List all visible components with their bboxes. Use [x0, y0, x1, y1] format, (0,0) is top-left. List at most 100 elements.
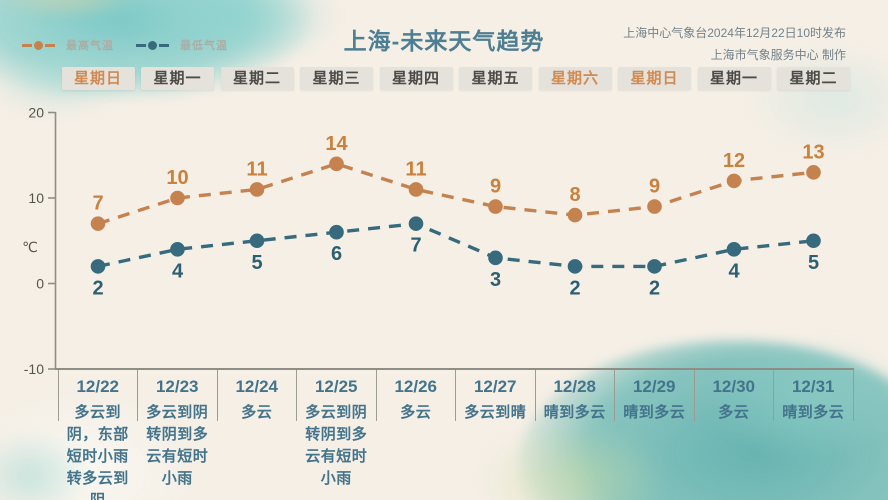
- high-temp-point: [567, 207, 583, 223]
- weather-text: 多云到阴，东部短时小雨转多云到阴: [66, 404, 129, 500]
- legend-label: 最低气温: [180, 40, 228, 52]
- high-temp-point: [170, 190, 185, 206]
- high-temp-point: [249, 182, 265, 197]
- high-temp-point: [408, 182, 424, 197]
- table-column-divider: [296, 370, 297, 421]
- weekday-cell: 星期一: [141, 67, 214, 90]
- high-temp-value-label: 12: [723, 150, 745, 172]
- high-temp-point: [90, 216, 106, 231]
- low-temp-value-label: 6: [331, 243, 342, 265]
- table-column-divider: [375, 370, 377, 421]
- table-column-divider: [852, 370, 854, 421]
- table-cell: 12/28 晴到多云: [534, 370, 615, 500]
- table-column-divider: [693, 370, 695, 421]
- watercolor-tint-top-edge: [0, 0, 140, 16]
- low-temp-value-label: 4: [728, 260, 740, 282]
- table-column-divider: [455, 370, 456, 421]
- weather-text: 晴到多云: [782, 404, 845, 421]
- date-label: 12/27: [473, 377, 517, 396]
- legend-item-0: 最高气温: [22, 37, 114, 53]
- table-cell: 12/25 多云到阴转阴到多云有短时小雨: [296, 370, 377, 500]
- low-temp-point: [726, 242, 742, 257]
- low-temp-point: [170, 242, 185, 257]
- source-info: 上海中心气象台2024年12月22日10时发布 上海市气象服务中心 制作: [623, 22, 846, 66]
- weekday-cell: 星期三: [300, 67, 373, 90]
- table-column-divider: [137, 370, 138, 421]
- weekday-cell: 星期四: [379, 67, 453, 90]
- high-temp-line: [97, 162, 814, 226]
- table-cell: 12/23 多云到阴转阴到多云有短时小雨: [137, 370, 218, 500]
- date-label: 12/29: [632, 377, 676, 396]
- source-line-1: 上海中心气象台2024年12月22日10时发布: [623, 26, 846, 40]
- high-temp-value-label: 13: [802, 141, 824, 163]
- weather-text: 晴到多云: [543, 404, 606, 421]
- high-temp-point: [647, 199, 662, 214]
- date-label: 12/22: [76, 377, 120, 396]
- date-label: 12/31: [791, 377, 835, 396]
- weekday-cell: 星期一: [697, 67, 771, 90]
- weather-text: 多云: [400, 404, 432, 421]
- table-column-divider: [534, 370, 536, 421]
- date-label: 12/24: [235, 377, 279, 396]
- high-temp-value-label: 7: [92, 193, 103, 215]
- low-temp-value-label: 2: [569, 277, 580, 299]
- date-label: 12/28: [553, 377, 597, 396]
- legend-item-1: 最低气温: [136, 37, 228, 53]
- y-tick-label: 20: [28, 105, 44, 121]
- table-column-divider: [614, 370, 615, 421]
- low-temp-value-label: 4: [172, 260, 184, 282]
- y-axis-unit-label: ℃: [22, 239, 38, 255]
- weather-text: 多云: [241, 404, 273, 421]
- low-temp-point: [647, 259, 662, 274]
- weather-text: 多云到阴转阴到多云有短时小雨: [305, 404, 368, 487]
- weekday-cell: 星期日: [61, 67, 135, 90]
- table-column-divider: [57, 370, 59, 421]
- low-temp-point: [488, 250, 503, 266]
- low-temp-point: [408, 216, 424, 231]
- legend-marker-icon: [136, 40, 169, 50]
- low-temp-point: [329, 224, 344, 240]
- weekday-cell: 星期二: [220, 67, 294, 90]
- table-column-divider: [216, 370, 218, 421]
- high-temp-point: [329, 156, 344, 172]
- weather-text: 多云到阴转阴到多云有短时小雨: [146, 404, 209, 487]
- weekday-cell: 星期日: [618, 67, 691, 90]
- chart-legend: 最高气温 最低气温: [22, 37, 228, 53]
- weekday-cell: 星期五: [459, 67, 532, 90]
- table-cell: 12/27 多云到晴: [455, 370, 536, 500]
- legend-marker-icon: [22, 40, 55, 50]
- weather-text: 多云到晴: [464, 404, 527, 421]
- y-tick-label: -10: [24, 361, 44, 377]
- weather-text: 晴到多云: [623, 404, 686, 421]
- weather-text: 多云: [718, 404, 750, 421]
- high-temp-value-label: 14: [325, 133, 348, 155]
- date-label: 12/30: [712, 377, 756, 396]
- source-line-2: 上海市气象服务中心 制作: [710, 48, 846, 63]
- low-temp-value-label: 5: [808, 252, 819, 274]
- high-temp-point: [726, 173, 742, 189]
- table-cell: 12/24 多云: [216, 370, 297, 500]
- y-tick-label: 0: [36, 276, 44, 292]
- table-cell: 12/26 多云: [375, 370, 456, 500]
- high-temp-value-label: 9: [490, 176, 501, 198]
- low-temp-value-label: 3: [490, 269, 501, 291]
- high-temp-value-label: 9: [649, 176, 660, 198]
- table-cell: 12/29 晴到多云: [614, 370, 695, 500]
- date-label: 12/23: [155, 377, 199, 396]
- low-temp-value-label: 7: [410, 235, 421, 257]
- high-temp-value-label: 11: [246, 158, 267, 180]
- high-temp-value-label: 11: [405, 158, 426, 180]
- high-temp-point: [488, 199, 503, 214]
- weekday-cell: 星期六: [538, 67, 612, 90]
- table-cell: 12/30 多云: [693, 370, 774, 500]
- weekday-cell: 星期二: [777, 67, 850, 90]
- low-temp-value-label: 2: [92, 277, 103, 299]
- high-temp-value-label: 8: [569, 184, 580, 206]
- table-column-divider: [773, 370, 774, 421]
- date-label: 12/26: [394, 377, 438, 396]
- low-temp-point: [249, 233, 265, 249]
- table-top-rule: [55, 368, 854, 370]
- page-title: 上海-未来天气趋势: [343, 28, 545, 54]
- high-temp-value-label: 10: [166, 167, 188, 189]
